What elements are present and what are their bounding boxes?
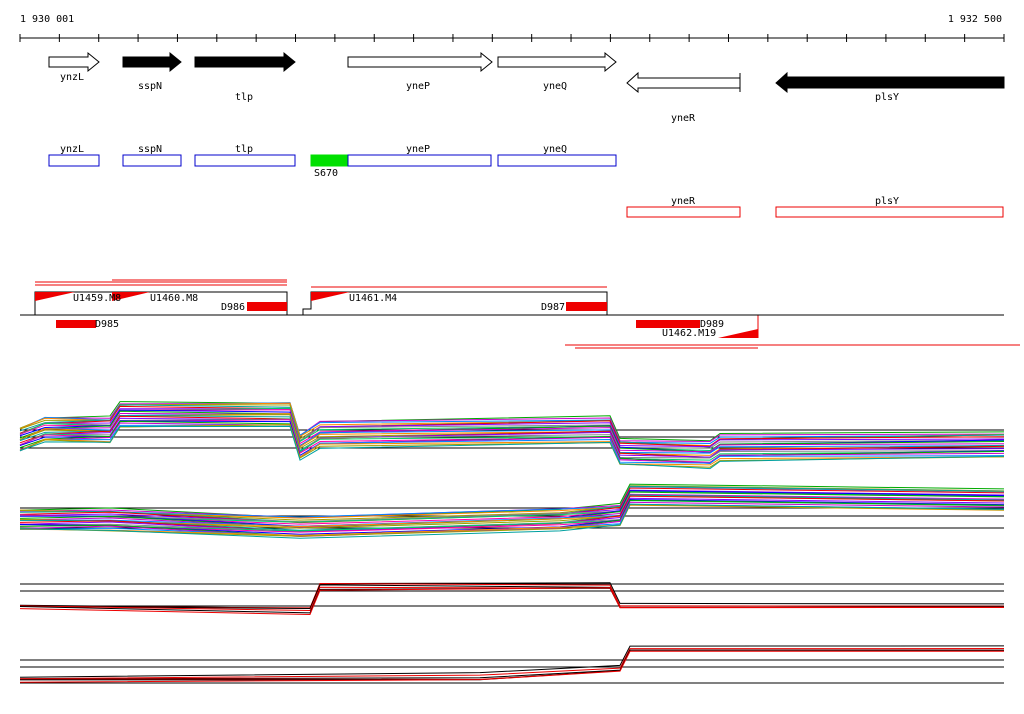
trace bbox=[19, 649, 1005, 680]
expression-traces bbox=[19, 401, 1005, 684]
gene-label: ynzL bbox=[60, 72, 84, 83]
segment-label: D986 bbox=[221, 302, 245, 313]
feature-label: plsY bbox=[875, 196, 899, 207]
trace bbox=[19, 587, 1005, 614]
segment-label: D989 bbox=[700, 319, 724, 330]
trace bbox=[19, 423, 1005, 466]
axis-start: 1 930 001 bbox=[20, 14, 74, 25]
axis-end: 1 932 500 bbox=[948, 14, 1002, 25]
trace bbox=[19, 407, 1005, 449]
gene-labels: ynzL sspN tlp yneP yneQ yneR plsY bbox=[60, 72, 899, 124]
gene-label: yneR bbox=[671, 113, 696, 124]
segment-label: D985 bbox=[95, 319, 119, 330]
feature-label: tlp bbox=[235, 144, 253, 155]
feature-label: yneP bbox=[406, 144, 430, 155]
trace bbox=[19, 648, 1005, 680]
trace bbox=[19, 413, 1005, 454]
trace bbox=[19, 587, 1005, 616]
feature-label: yneQ bbox=[543, 144, 567, 155]
marker-label: S670 bbox=[314, 168, 338, 179]
gene-label: yneP bbox=[406, 81, 430, 92]
trace bbox=[19, 649, 1005, 680]
trace bbox=[19, 425, 1005, 470]
gene-label: plsY bbox=[875, 92, 899, 103]
segment-label: U1459.M8 bbox=[73, 293, 121, 304]
trace bbox=[19, 490, 1005, 523]
coordinate-axis: 1 930 001 1 932 500 bbox=[19, 14, 1005, 42]
feature-boxes: ynzL sspN tlp yneP yneQ yneR plsY S670 bbox=[48, 144, 1004, 218]
segment-label: D987 bbox=[541, 302, 565, 313]
feature-label: sspN bbox=[138, 144, 162, 155]
gene-label: sspN bbox=[138, 81, 162, 92]
gene-label: yneQ bbox=[543, 81, 567, 92]
gene-label: tlp bbox=[235, 92, 253, 103]
segment-label: U1462.M19 bbox=[662, 328, 716, 339]
gene-arrows bbox=[48, 51, 1005, 94]
trace bbox=[19, 501, 1005, 537]
trace bbox=[19, 650, 1005, 683]
trace bbox=[19, 402, 1005, 444]
trace bbox=[19, 645, 1005, 678]
feature-label: ynzL bbox=[60, 144, 84, 155]
segment-label: U1460.M8 bbox=[150, 293, 198, 304]
trace bbox=[19, 503, 1005, 539]
feature-label: yneR bbox=[671, 196, 696, 207]
segments: U1459.M8 U1460.M8 D986 U1461.M4 D987 D98… bbox=[20, 279, 1020, 349]
segment-label: U1461.M4 bbox=[349, 293, 397, 304]
trace bbox=[19, 583, 1005, 609]
trace bbox=[19, 418, 1005, 459]
